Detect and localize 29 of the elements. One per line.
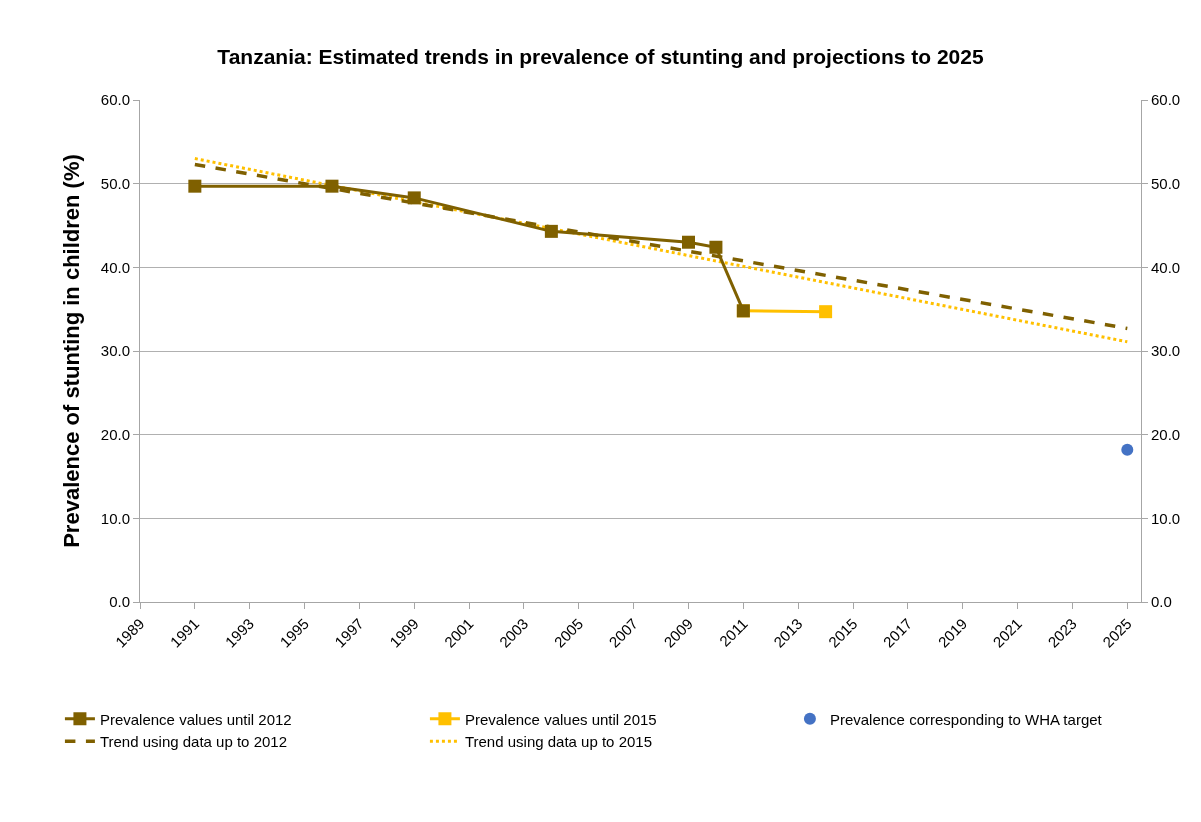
y-tick-label: 50.0 [100, 174, 130, 192]
y-tick-label: 10.0 [100, 509, 130, 527]
point [325, 179, 339, 193]
y2-tick-label: 50.0 [1151, 174, 1181, 192]
y-tick-label: 60.0 [100, 91, 130, 109]
y2-tick-label: 0.0 [1151, 593, 1172, 611]
legend-label: Prevalence corresponding to WHA target [829, 710, 1103, 728]
point [407, 191, 421, 205]
point [709, 240, 723, 254]
point [544, 224, 558, 238]
legend-label: Trend using data up to 2012 [99, 733, 288, 750]
y-axis-title: Prevalence of stunting in children (%) [58, 154, 84, 548]
point [188, 179, 202, 193]
legend-label: Prevalence values until 2012 [99, 710, 292, 728]
y-tick-label: 20.0 [100, 425, 130, 443]
y2-tick-label: 40.0 [1151, 258, 1181, 276]
y2-tick-label: 60.0 [1151, 91, 1181, 109]
y-tick-label: 0.0 [109, 593, 130, 611]
y2-tick-label: 20.0 [1151, 425, 1181, 443]
point [819, 305, 833, 319]
y-tick-label: 40.0 [100, 258, 130, 276]
legend-label: Prevalence values until 2015 [464, 710, 657, 728]
legend-label: Trend using data up to 2015 [464, 733, 653, 750]
chart-title: Tanzania: Estimated trends in prevalence of stunting and projections to 2025 [217, 45, 984, 69]
point [1121, 443, 1134, 456]
y-tick-label: 30.0 [100, 342, 130, 360]
y2-tick-label: 30.0 [1151, 342, 1181, 360]
point [681, 235, 695, 249]
y2-tick-label: 10.0 [1151, 509, 1181, 527]
